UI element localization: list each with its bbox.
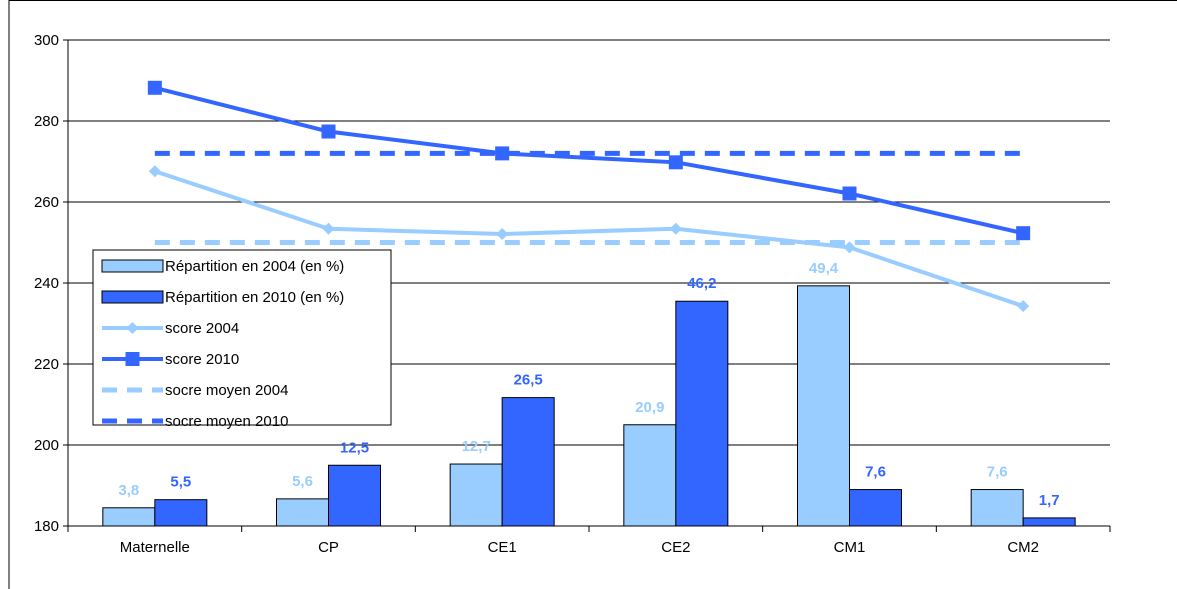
y-tick-label: 300 <box>34 32 59 49</box>
bar-label-2004: 12,7 <box>462 438 491 455</box>
bar-2004 <box>102 507 156 527</box>
legend-label: socre moyen 2004 <box>165 382 288 399</box>
x-tick-label: CP <box>318 539 339 556</box>
y-tick-label: 260 <box>34 194 59 211</box>
line-score-2010 <box>154 85 1024 236</box>
point-score-2010 <box>842 186 857 201</box>
legend-marker <box>125 352 140 366</box>
bar-2010 <box>501 397 555 527</box>
reference-lines <box>154 150 1024 245</box>
point-score-2010 <box>147 80 162 95</box>
legend-label: Répartition en 2010 (en %) <box>165 289 344 306</box>
bar-2010 <box>849 489 902 527</box>
bar-2004 <box>623 424 677 527</box>
score-lines <box>147 80 1031 313</box>
bar-label-2004: 5,6 <box>292 473 313 490</box>
point-score-2004 <box>496 227 509 240</box>
bar-2010 <box>1022 517 1076 527</box>
x-tick-label: CM1 <box>834 539 866 556</box>
point-score-2004 <box>669 222 682 235</box>
bar-label-2010: 5,5 <box>170 474 191 491</box>
bar-2004 <box>970 489 1024 527</box>
line-score-2004 <box>154 169 1024 308</box>
bar-2004 <box>797 285 850 527</box>
bar-label-2004: 7,6 <box>987 464 1008 481</box>
y-tick-label: 280 <box>34 113 59 130</box>
legend-label: socre moyen 2010 <box>165 413 288 430</box>
bar-label-2010: 12,5 <box>340 439 369 456</box>
y-tick-label: 220 <box>34 356 59 373</box>
legend-label: score 2004 <box>165 320 239 337</box>
x-tick-label: Maternelle <box>120 539 190 556</box>
legend-label: Répartition en 2004 (en %) <box>165 258 344 275</box>
legend-marker <box>126 322 139 334</box>
bar-label-2010: 26,5 <box>514 372 543 389</box>
point-score-2004 <box>843 241 856 254</box>
legend-box <box>92 249 392 426</box>
y-axis-ticks: 180 200 220 240 260 280 300 <box>34 32 68 535</box>
y-tick-label: 200 <box>34 437 59 454</box>
bar-2010 <box>154 499 208 527</box>
bar-label-2010: 7,6 <box>865 464 886 481</box>
x-tick-label: CE2 <box>661 539 690 556</box>
bar-2010 <box>328 464 381 527</box>
bar-label-2004: 3,8 <box>118 482 139 499</box>
bar-label-2010: 46,2 <box>687 275 716 292</box>
y-tick-label: 240 <box>34 275 59 292</box>
x-tick-label: CM2 <box>1007 539 1039 556</box>
point-score-2004 <box>1017 300 1030 313</box>
x-axis-ticks: Maternelle CP CE1 CE2 CM1 CM2 <box>67 526 1111 556</box>
bar-2004 <box>449 463 503 527</box>
point-score-2010 <box>1016 226 1031 241</box>
bar-label-2004: 20,9 <box>635 399 664 416</box>
point-score-2010 <box>321 124 336 139</box>
bar-2004 <box>276 498 329 527</box>
legend-swatch <box>101 259 164 273</box>
bar-label-2004: 49,4 <box>809 260 839 277</box>
point-score-2004 <box>322 222 335 235</box>
point-score-2010 <box>668 155 683 170</box>
legend-label: score 2010 <box>165 351 239 368</box>
bar-labels: 3,8 5,6 12,7 20,9 49,4 7,6 5,5 12,5 26,5 46,2 7,6 1… <box>118 260 1059 509</box>
legend-swatch <box>101 290 164 304</box>
point-score-2010 <box>495 146 510 161</box>
bar-label-2010: 1,7 <box>1039 492 1060 509</box>
bars <box>102 285 1076 527</box>
point-score-2004 <box>148 165 161 178</box>
legend: Répartition en 2004 (en %) Répartition en… <box>92 249 392 430</box>
y-tick-label: 180 <box>34 518 59 535</box>
bar-2010 <box>675 300 729 527</box>
x-tick-label: CE1 <box>488 539 517 556</box>
